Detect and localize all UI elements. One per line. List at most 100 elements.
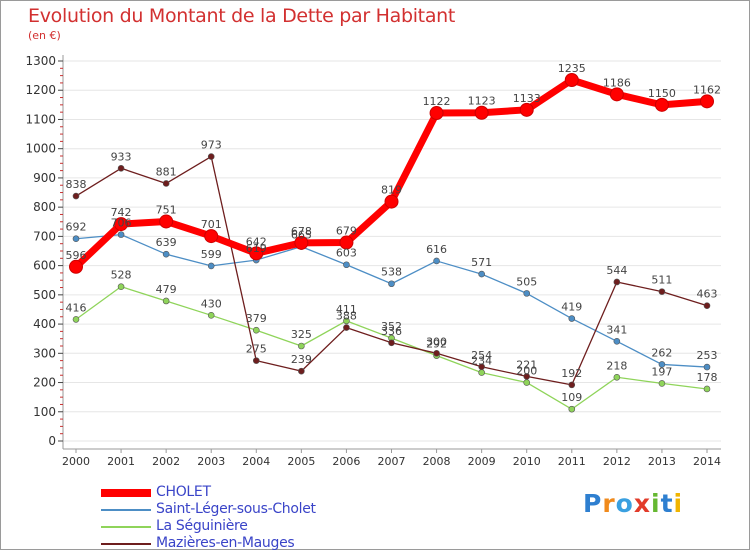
data-label: 528 <box>111 269 132 282</box>
data-label: 603 <box>336 247 357 260</box>
x-tick-label: 2006 <box>332 455 360 468</box>
data-label: 678 <box>291 225 312 238</box>
x-tick-label: 2010 <box>513 455 541 468</box>
data-label: 419 <box>561 301 582 314</box>
data-label: 642 <box>246 235 267 248</box>
x-tick-label: 2002 <box>152 455 180 468</box>
y-tick-label: 1200 <box>25 83 56 97</box>
data-label: 838 <box>66 178 87 191</box>
data-point <box>478 363 485 371</box>
data-label: 463 <box>697 288 718 301</box>
data-label: 197 <box>651 365 672 378</box>
data-label: 1123 <box>468 95 496 108</box>
x-tick-label: 2011 <box>558 455 586 468</box>
logo-letter: x <box>633 489 651 518</box>
x-tick-label: 2012 <box>603 455 631 468</box>
data-label: 178 <box>697 371 718 384</box>
data-point <box>343 324 350 331</box>
data-label: 701 <box>201 218 222 231</box>
data-point <box>478 369 485 376</box>
data-label: 300 <box>426 335 447 348</box>
data-label: 479 <box>156 283 177 296</box>
data-label: 109 <box>561 391 582 404</box>
data-label: 275 <box>246 343 267 356</box>
data-point <box>474 105 489 120</box>
data-point <box>658 361 666 368</box>
data-label: 352 <box>381 320 402 333</box>
x-tick-label: 2004 <box>242 455 270 468</box>
data-point <box>249 246 264 261</box>
y-tick-label: 100 <box>33 405 56 419</box>
data-point <box>72 235 80 243</box>
data-labels: 596 742 751 701 642 678 679 819 1122 1123 1133 1235… <box>66 62 722 404</box>
data-label: 751 <box>156 203 177 216</box>
logo-letter: r <box>602 489 616 518</box>
data-point <box>384 194 399 209</box>
legend-swatch <box>101 509 151 511</box>
logo-letter: i <box>651 489 661 518</box>
data-point <box>117 283 125 290</box>
legend-swatch <box>101 526 151 528</box>
data-point <box>207 312 215 319</box>
data-label: 234 <box>471 355 492 368</box>
data-point <box>429 106 444 121</box>
data-label: 1150 <box>648 87 676 100</box>
data-point <box>568 381 576 389</box>
data-label: 336 <box>381 325 402 338</box>
data-label: 692 <box>66 221 87 234</box>
data-label: 1133 <box>513 92 541 105</box>
x-tick-label: 2009 <box>468 455 496 468</box>
data-point <box>703 363 711 371</box>
data-label: 388 <box>336 310 357 323</box>
data-label: 192 <box>561 367 582 380</box>
data-point <box>72 316 80 323</box>
chart-title: Evolution du Montant de la Dette par Hab… <box>28 5 456 27</box>
y-tick-label: 300 <box>33 346 56 360</box>
data-label: 1235 <box>558 62 586 75</box>
data-point <box>523 373 531 380</box>
data-point <box>609 87 624 102</box>
y-tick-label: 800 <box>33 200 56 214</box>
data-label: 639 <box>156 236 177 249</box>
data-label: 599 <box>201 248 222 261</box>
logo-letter: i <box>673 489 684 518</box>
data-point <box>343 317 350 325</box>
data-label: 881 <box>156 165 177 178</box>
data-point <box>613 278 621 286</box>
x-tick-label: 2013 <box>648 455 676 468</box>
data-label: 262 <box>651 346 672 359</box>
data-label: 253 <box>697 349 718 362</box>
data-label: 1122 <box>423 95 451 108</box>
data-point <box>613 338 621 345</box>
x-tick-label: 2003 <box>197 455 225 468</box>
data-label: 616 <box>426 243 447 256</box>
data-point <box>294 235 309 250</box>
data-label: 544 <box>606 264 627 277</box>
y-tick-label: 900 <box>33 171 56 185</box>
data-point <box>568 315 576 322</box>
x-tick-label: 2005 <box>287 455 315 468</box>
legend-label: CHOLET <box>156 484 211 500</box>
data-point <box>654 97 669 112</box>
y-tick-label: 400 <box>33 317 56 331</box>
data-point <box>162 297 170 305</box>
data-point <box>252 357 260 364</box>
data-label: 1186 <box>603 76 631 89</box>
data-point <box>117 164 125 172</box>
data-label: 571 <box>471 256 492 269</box>
y-tick-label: 200 <box>33 376 56 390</box>
data-point <box>564 73 579 87</box>
data-point <box>298 367 305 375</box>
data-label: 218 <box>606 359 627 372</box>
data-label: 325 <box>291 328 312 341</box>
x-tick-label: 2008 <box>423 455 451 468</box>
data-point <box>252 326 260 334</box>
data-label: 511 <box>651 274 672 287</box>
data-point <box>343 261 350 269</box>
data-point <box>162 180 170 187</box>
data-label: 239 <box>291 353 312 366</box>
data-point <box>388 280 395 288</box>
unit-label: (en €) <box>28 29 61 42</box>
